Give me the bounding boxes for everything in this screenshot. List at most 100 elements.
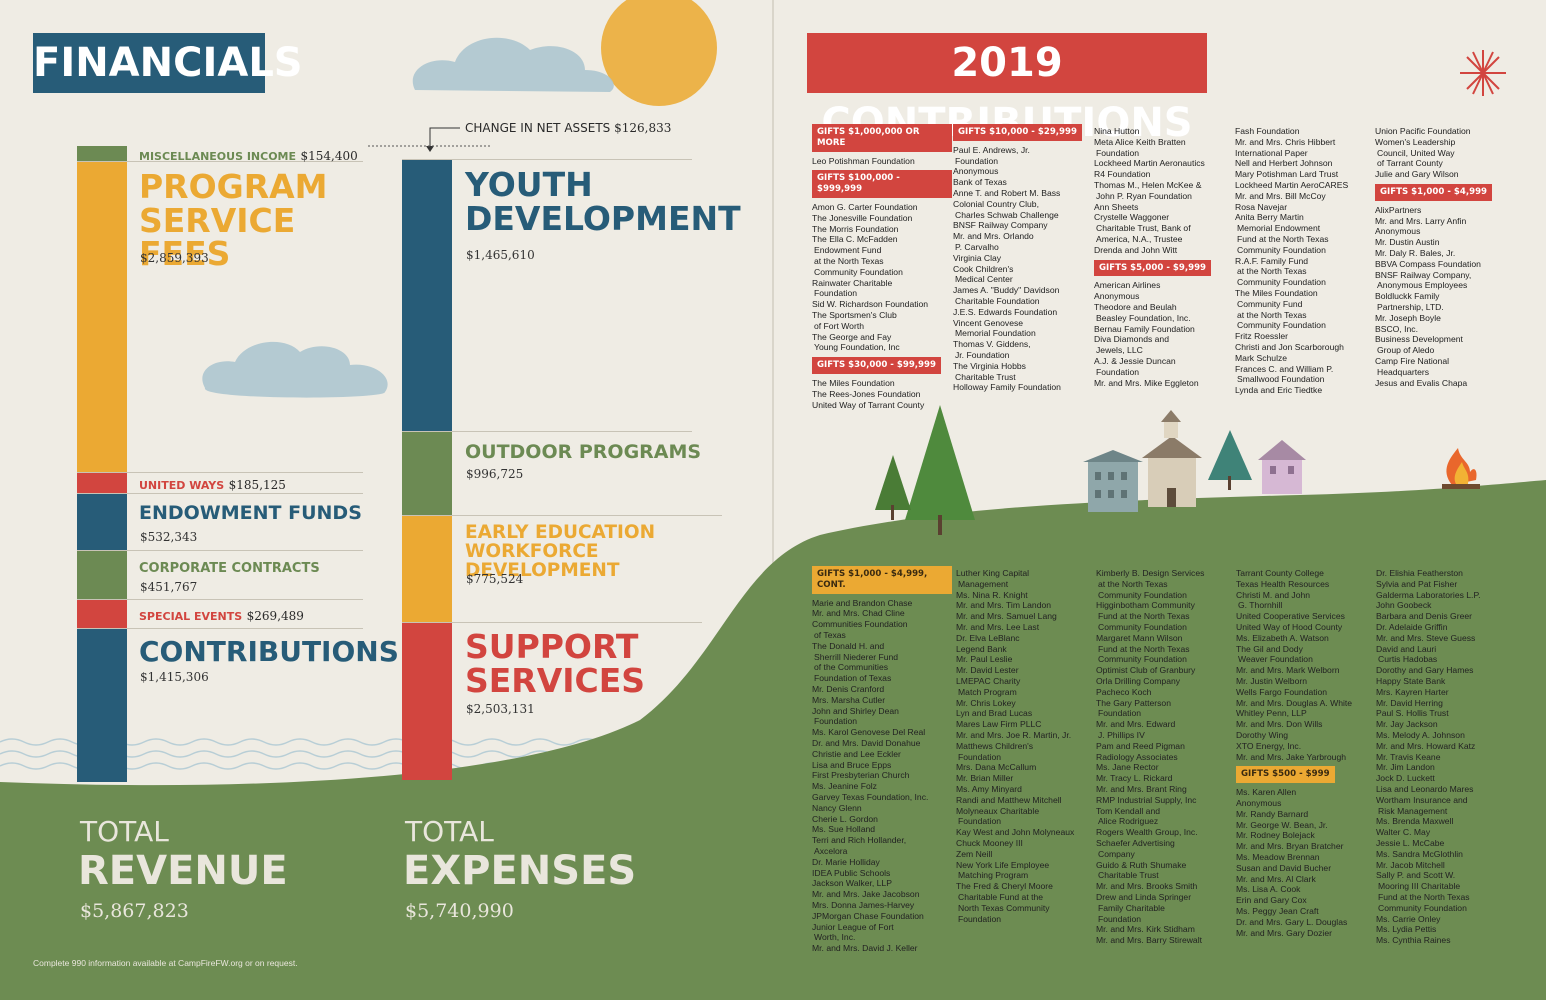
donor-name: J.E.S. Edwards Foundation — [953, 306, 1058, 317]
donor-name: Thomas M., Helen McKee & — [1094, 179, 1202, 190]
donor-name: Mr. and Mrs. Joe R. Martin, Jr. — [956, 729, 1072, 740]
donor-name: Council, United Way — [1377, 147, 1455, 158]
donor-name: Business Development — [1375, 334, 1463, 345]
donor-name: Mr. Jacob Mitchell — [1376, 859, 1445, 870]
revenue-amount: $532,343 — [140, 530, 198, 544]
donor-name: Foundation — [1098, 708, 1142, 719]
donor-name: IDEA Public Schools — [812, 867, 891, 878]
donor-name: Rogers Wealth Group, Inc. — [1096, 827, 1198, 838]
donor-name: Mr. and Mrs. Bill McCoy — [1235, 190, 1326, 201]
bar-early-education — [402, 516, 452, 623]
donor-name: Mr. Joseph Boyle — [1375, 312, 1441, 323]
donor-name: Ms. Melody A. Johnson — [1376, 729, 1465, 740]
donor-name: Fritz Roessler — [1235, 331, 1289, 342]
donor-name: Dr. Elishia Featherston — [1376, 568, 1463, 578]
donor-name: Ms. Peggy Jean Craft — [1236, 905, 1319, 916]
donor-name: Susan and David Bucher — [1236, 862, 1332, 873]
revenue-amount: $154,400 — [300, 149, 358, 163]
arrow-icon — [426, 146, 434, 152]
donor-name: Alice Rodriguez — [1098, 816, 1159, 827]
donor-name: XTO Energy, Inc. — [1236, 740, 1302, 751]
donor-name: Ms. Jeanine Folz — [812, 781, 877, 792]
donor-name: Bank of Texas — [953, 177, 1007, 188]
donor-name: Charitable Trust — [955, 371, 1016, 382]
bar-support-services — [402, 623, 452, 780]
expense-amount: $996,725 — [466, 467, 524, 481]
donor-name: Matthews Children's — [956, 740, 1034, 751]
donor-name: Anonymous — [953, 166, 999, 177]
gift-level-header: GIFTS $10,000 - $29,999 — [953, 124, 1082, 141]
change-value: $126,833 — [614, 121, 672, 135]
contrib-col-lower-3: Kimberly B. Design Services at the North … — [1096, 568, 1236, 946]
revenue-amount: $1,415,306 — [140, 670, 209, 684]
donor-name: Camp Fire National — [1375, 355, 1450, 366]
donor-name: Charitable Foundation — [955, 295, 1040, 306]
donor-name: Mr. and Mrs. Samuel Lang — [956, 611, 1057, 622]
donor-name: Mrs. Donna James-Harvey — [812, 899, 915, 910]
gift-level-header: GIFTS $5,000 - $9,999 — [1094, 259, 1212, 277]
donor-name: Walter C. May — [1376, 827, 1431, 838]
gift-level-header: GIFTS $100,000 - $999,999 — [812, 170, 952, 198]
revenue-misc-income: MISCELLANEOUS INCOME $154,400 — [139, 147, 358, 165]
donor-name: at the North Texas — [1237, 266, 1307, 277]
donor-name: Anne T. and Robert M. Bass — [953, 187, 1061, 198]
donor-name: Nancy Glenn — [812, 802, 862, 813]
donor-name: Mr. Chris Lokey — [956, 697, 1016, 708]
donor-name: Amon G. Carter Foundation — [812, 201, 918, 212]
donor-name: Mrs. Kayren Harter — [1376, 686, 1449, 697]
donor-name: Zem Neill — [956, 848, 993, 859]
donor-name: North Texas Community — [958, 902, 1050, 913]
building-icon — [1083, 450, 1143, 512]
donor-name: Mark Schulze — [1235, 352, 1288, 363]
donor-name: Lockheed Martin AeroCARES — [1235, 179, 1349, 190]
donor-name: International Paper — [1235, 147, 1308, 158]
donor-name: Ms. Brenda Maxwell — [1376, 816, 1454, 827]
donor-name: Chuck Mooney III — [956, 837, 1023, 848]
donor-name: Partnership, LTD. — [1377, 301, 1444, 312]
donor-name: Mr. Randy Barnard — [1236, 808, 1309, 819]
donor-name: Ms. Carrie Onley — [1376, 913, 1441, 924]
donor-name: Headquarters — [1377, 366, 1430, 377]
donor-name: Nell and Herbert Johnson — [1235, 158, 1333, 169]
donor-name: Community Foundation — [1098, 589, 1187, 600]
donor-name: The Miles Foundation — [812, 377, 895, 388]
donor-name: Anita Berry Martin — [1235, 212, 1304, 223]
donor-name: J. Phillips IV — [1098, 729, 1145, 740]
donor-name: Mr. and Mrs. Barry Stirewalt — [1096, 935, 1203, 946]
donor-name: at the North Texas — [814, 255, 884, 266]
donor-name: Crystelle Waggoner — [1094, 212, 1170, 223]
donor-name: Anonymous — [1375, 226, 1421, 237]
donor-name: United Way of Hood County — [1236, 621, 1343, 632]
revenue-label: SPECIAL EVENTS — [139, 610, 243, 623]
donor-name: The Sportsmen's Club — [812, 309, 897, 320]
tree-icon — [905, 405, 975, 535]
donor-name: Tom Kendall and — [1096, 805, 1161, 816]
donor-name: Mr. David Herring — [1376, 697, 1443, 708]
donor-name: Anonymous Employees — [1377, 280, 1468, 291]
donor-name: Christie and Lee Eckler — [812, 748, 901, 759]
donor-name: John P. Ryan Foundation — [1096, 190, 1192, 201]
donor-name: Memorial Endowment — [1237, 223, 1321, 234]
divider — [77, 493, 363, 494]
donor-name: Christi and Jon Scarborough — [1235, 341, 1344, 352]
campfire-icon — [1442, 448, 1480, 489]
donor-name: Charitable Trust, Bank of — [1096, 223, 1191, 234]
donor-name: Mr. and Mrs. Al Clark — [1236, 873, 1316, 884]
donor-name: Mr. and Mrs. Jake Yarbrough — [1236, 751, 1347, 762]
donor-name: Mr. and Mrs. Edward — [1096, 719, 1176, 730]
donor-name: Jr. Foundation — [955, 349, 1010, 360]
bar-youth-development — [402, 160, 452, 432]
donor-name: Fund at the North Texas — [1098, 643, 1190, 654]
revenue-amount: $269,489 — [246, 609, 304, 623]
donor-name: Foundation — [1096, 147, 1140, 158]
donor-name: Lisa and Leonardo Mares — [1376, 783, 1474, 794]
donor-name: Community Fund — [1237, 298, 1303, 309]
donor-name: R.A.F. Family Fund — [1235, 255, 1309, 266]
donor-name: Mr. and Mrs. Douglas A. White — [1236, 697, 1353, 708]
donor-name: Mr. Rodney Bolejack — [1236, 830, 1315, 841]
donor-name: BSCO, Inc. — [1375, 323, 1418, 334]
donor-name: Mr. Denis Cranford — [812, 683, 885, 694]
donor-name: The Jonesville Foundation — [812, 212, 913, 223]
revenue-label: UNITED WAYS — [139, 479, 225, 492]
